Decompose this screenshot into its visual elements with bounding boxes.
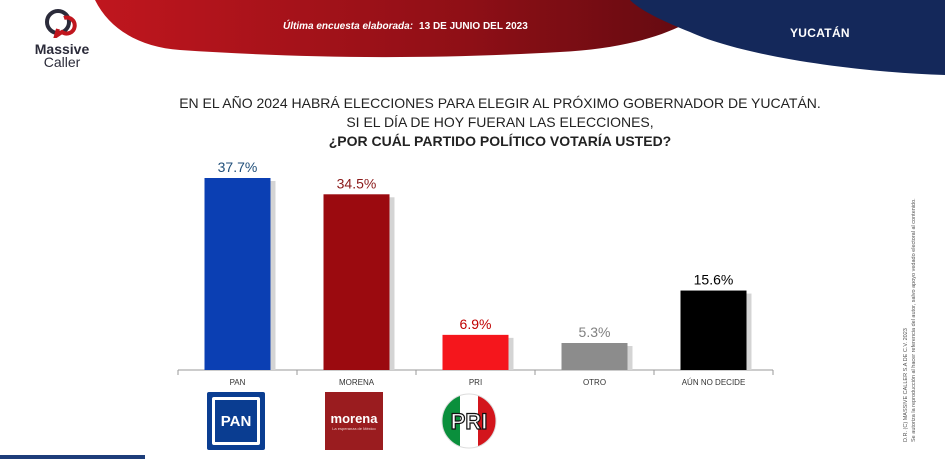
bar-pan <box>204 178 271 370</box>
logo-sub-text: Caller <box>43 54 81 70</box>
bottom-accent-bar <box>0 455 145 459</box>
side-note-line-1: D.R. (C) MASSIVE CALLER S.A DE C.V. 2023 <box>903 328 909 442</box>
data-label: 15.6% <box>694 272 734 288</box>
party-logos-row: PAN morena La esperanza de México PRI <box>0 392 945 452</box>
chat-bubble-icon <box>45 9 77 41</box>
banner-red-shape <box>95 0 720 58</box>
category-label: PRI <box>469 378 482 387</box>
survey-date-line: Última encuesta elaborada: 13 DE JUNIO DE… <box>283 21 528 32</box>
side-copyright-note: D.R. (C) MASSIVE CALLER S.A DE C.V. 2023… <box>902 112 932 442</box>
bar-chart: 37.7% PAN 34.5% MORENA 6.9% PRI 5.3% OTRO 15.6% A… <box>177 159 774 387</box>
morena-logo: morena La esperanza de México <box>325 392 383 450</box>
header-banner <box>95 0 945 75</box>
morena-logo-text: morena <box>330 411 378 426</box>
side-note-line-2: Se autoriza la reproducción al hacer ref… <box>911 198 917 442</box>
data-label: 37.7% <box>218 159 258 175</box>
bar-otro <box>561 343 628 370</box>
pri-logo-text: PRI <box>451 409 488 434</box>
bar-pri <box>442 334 509 370</box>
data-label: 5.3% <box>579 324 611 340</box>
survey-label: Última encuesta elaborada: <box>283 21 414 32</box>
bar-a-n-no-decide <box>680 290 747 370</box>
morena-logo-tagline: La esperanza de México <box>332 426 376 431</box>
category-label: MORENA <box>339 378 375 387</box>
question-line-1: EN EL AÑO 2024 HABRÁ ELECCIONES PARA ELE… <box>179 95 821 111</box>
banner-navy-shape <box>630 0 945 75</box>
question-line-3: ¿POR CUÁL PARTIDO POLÍTICO VOTARÍA USTED… <box>328 133 672 149</box>
category-label: AÚN NO DECIDE <box>682 378 746 387</box>
data-label: 34.5% <box>337 175 377 191</box>
survey-date: 13 DE JUNIO DEL 2023 <box>419 21 528 32</box>
category-label: PAN <box>230 378 246 387</box>
question-block: EN EL AÑO 2024 HABRÁ ELECCIONES PARA ELE… <box>110 94 890 151</box>
massive-caller-logo: Massive Caller <box>22 8 102 74</box>
logo-brand-text: Massive <box>34 41 90 57</box>
bar-morena <box>323 194 390 370</box>
region-label: YUCATÁN <box>790 26 850 40</box>
pan-logo: PAN <box>207 392 265 450</box>
question-line-2: SI EL DÍA DE HOY FUERAN LAS ELECCIONES, <box>346 114 654 130</box>
data-label: 6.9% <box>460 316 492 332</box>
category-label: OTRO <box>583 378 606 387</box>
pri-logo: PRI <box>441 393 497 449</box>
pan-logo-text: PAN <box>220 412 252 430</box>
